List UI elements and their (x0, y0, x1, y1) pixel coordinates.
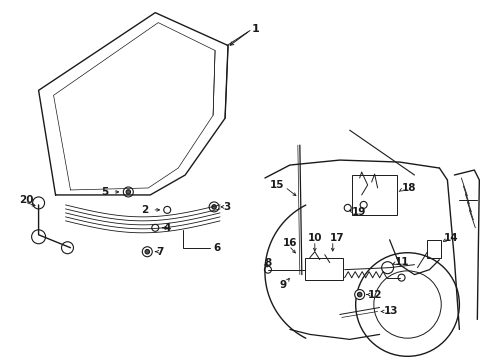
Circle shape (163, 206, 170, 213)
Text: 11: 11 (394, 257, 408, 267)
Circle shape (61, 242, 73, 254)
Circle shape (142, 247, 152, 257)
Circle shape (33, 197, 44, 209)
Circle shape (357, 292, 361, 297)
Circle shape (145, 249, 149, 254)
Text: 8: 8 (264, 258, 271, 268)
Text: 13: 13 (383, 306, 397, 316)
Circle shape (264, 266, 271, 273)
Text: 3: 3 (223, 202, 230, 212)
Circle shape (151, 224, 159, 231)
Circle shape (32, 230, 45, 244)
Text: 7: 7 (156, 247, 163, 257)
Text: 14: 14 (443, 233, 457, 243)
Text: 9: 9 (279, 280, 286, 289)
Circle shape (126, 190, 130, 194)
Circle shape (354, 289, 364, 300)
Text: 17: 17 (329, 233, 344, 243)
Bar (304, 258, 342, 280)
Text: 10: 10 (307, 233, 322, 243)
Circle shape (211, 204, 216, 209)
Text: 6: 6 (213, 243, 220, 253)
Text: 4: 4 (163, 223, 170, 233)
Circle shape (381, 262, 393, 274)
Text: 1: 1 (251, 24, 259, 33)
Text: 20: 20 (19, 195, 33, 205)
Text: 15: 15 (269, 180, 284, 190)
Text: 12: 12 (367, 289, 381, 300)
Text: 18: 18 (401, 183, 415, 193)
Text: 16: 16 (283, 238, 297, 248)
Circle shape (360, 201, 366, 208)
Text: 5: 5 (101, 187, 108, 197)
Circle shape (209, 202, 219, 212)
Circle shape (344, 204, 350, 211)
Bar (427, 240, 441, 258)
Circle shape (397, 274, 404, 281)
Text: 19: 19 (351, 207, 366, 217)
Circle shape (123, 187, 133, 197)
Bar (351, 175, 396, 215)
Text: 2: 2 (141, 205, 148, 215)
